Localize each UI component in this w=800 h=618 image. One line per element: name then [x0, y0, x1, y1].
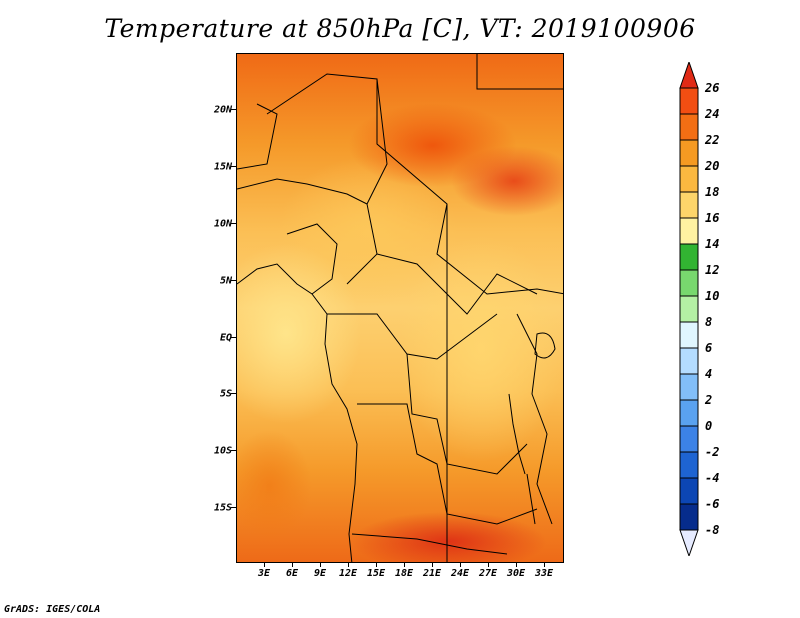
- temperature-map: [236, 53, 564, 563]
- ytick-20n: [231, 109, 236, 110]
- ytick-eq: [231, 337, 236, 338]
- colorbar-label: -6: [705, 497, 720, 511]
- colorbar-label: 2: [705, 393, 713, 407]
- colorbar-label: 24: [705, 107, 720, 121]
- chart-title: Temperature at 850hPa [C], VT: 201910090…: [104, 14, 696, 43]
- colorbar-segment: [679, 477, 699, 505]
- colorbar-label: -2: [705, 445, 720, 459]
- lon-label-24e: 24E: [450, 568, 470, 579]
- border-north-1: [237, 103, 278, 170]
- colorbar-segment: [679, 139, 699, 167]
- lat-label-10n: 10N: [213, 218, 232, 230]
- colorbar-segment: [679, 451, 699, 479]
- lat-label-15n: 15N: [213, 161, 232, 173]
- colorbar-label: 12: [705, 263, 720, 277]
- colorbar-label: 8: [705, 315, 713, 329]
- colorbar-label: 10: [705, 289, 720, 303]
- xtick-18e: [404, 563, 405, 567]
- colorbar-segment: [679, 87, 699, 115]
- colorbar-label: 0: [705, 419, 713, 433]
- ytick-15s: [231, 507, 236, 508]
- lon-label-3e: 3E: [257, 568, 271, 579]
- xtick-3e: [264, 563, 265, 567]
- lake-victoria: [534, 332, 556, 359]
- xtick-24e: [460, 563, 461, 567]
- border-nigeria: [286, 223, 338, 295]
- lon-label-27e: 27E: [478, 568, 498, 579]
- lon-label-9e: 9E: [313, 568, 327, 579]
- colorbar-label: 20: [705, 159, 720, 173]
- xtick-9e: [320, 563, 321, 567]
- lon-label-12e: 12E: [338, 568, 358, 579]
- colorbar-segment: [679, 243, 699, 271]
- lat-label-20n: 20N: [213, 104, 232, 116]
- lon-label-15e: 15E: [366, 568, 386, 579]
- colorbar-label: -8: [705, 523, 720, 537]
- lon-label-33e: 33E: [534, 568, 554, 579]
- colorbar-segment: [679, 217, 699, 245]
- border-congo: [327, 313, 498, 360]
- border-west-africa: [237, 178, 368, 205]
- colorbar-segment: [679, 503, 699, 531]
- colorbar-label: 14: [705, 237, 720, 251]
- colorbar-label: 6: [705, 341, 713, 355]
- footer-credit: GrADS: IGES/COLA: [4, 604, 101, 615]
- colorbar-label: -4: [705, 471, 720, 485]
- border-namibia: [351, 533, 508, 555]
- lat-label-5s: 5S: [219, 388, 232, 400]
- border-north-2: [476, 54, 563, 90]
- lat-label-10s: 10S: [213, 445, 232, 457]
- colorbar-label: 26: [705, 81, 720, 95]
- border-niger-chad: [346, 78, 388, 285]
- border-drc-south: [406, 353, 528, 475]
- xtick-6e: [292, 563, 293, 567]
- colorbar-segment: [679, 373, 699, 401]
- lake-tanganyika: [508, 393, 526, 475]
- xtick-27e: [488, 563, 489, 567]
- ytick-5n: [231, 280, 236, 281]
- colorbar-segment: [679, 191, 699, 219]
- colorbar-segment: [679, 425, 699, 453]
- coastline-west: [237, 263, 358, 562]
- lat-label-15s: 15S: [213, 502, 232, 514]
- border-angola: [357, 403, 538, 525]
- colorbar-label: 22: [705, 133, 720, 147]
- ytick-10s: [231, 450, 236, 451]
- lon-label-6e: 6E: [285, 568, 299, 579]
- xtick-21e: [432, 563, 433, 567]
- xtick-12e: [348, 563, 349, 567]
- colorbar: [679, 62, 699, 556]
- colorbar-top-arrow: [679, 62, 699, 89]
- border-chad-sudan: [436, 203, 563, 295]
- colorbar-segment: [679, 347, 699, 375]
- colorbar-segment: [679, 113, 699, 141]
- lat-label-5n: 5N: [219, 275, 232, 287]
- lake-malawi: [526, 473, 536, 525]
- xtick-15e: [376, 563, 377, 567]
- colorbar-label: 18: [705, 185, 720, 199]
- colorbar-segment: [679, 165, 699, 193]
- colorbar-label: 16: [705, 211, 720, 225]
- ytick-5s: [231, 393, 236, 394]
- ytick-10n: [231, 223, 236, 224]
- border-car: [376, 253, 538, 315]
- colorbar-segment: [679, 295, 699, 323]
- colorbar-segment: [679, 321, 699, 349]
- country-borders: [237, 54, 563, 562]
- colorbar-segment: [679, 399, 699, 427]
- colorbar-label: 4: [705, 367, 713, 381]
- xtick-30e: [516, 563, 517, 567]
- lon-label-21e: 21E: [422, 568, 442, 579]
- lon-label-30e: 30E: [506, 568, 526, 579]
- colorbar-segment: [679, 269, 699, 297]
- lat-label-eq: EQ: [219, 332, 232, 344]
- lon-label-18e: 18E: [394, 568, 414, 579]
- xtick-33e: [544, 563, 545, 567]
- border-libya-chad: [266, 73, 448, 562]
- ytick-15n: [231, 166, 236, 167]
- border-east: [516, 313, 553, 525]
- colorbar-bottom-arrow: [679, 529, 699, 556]
